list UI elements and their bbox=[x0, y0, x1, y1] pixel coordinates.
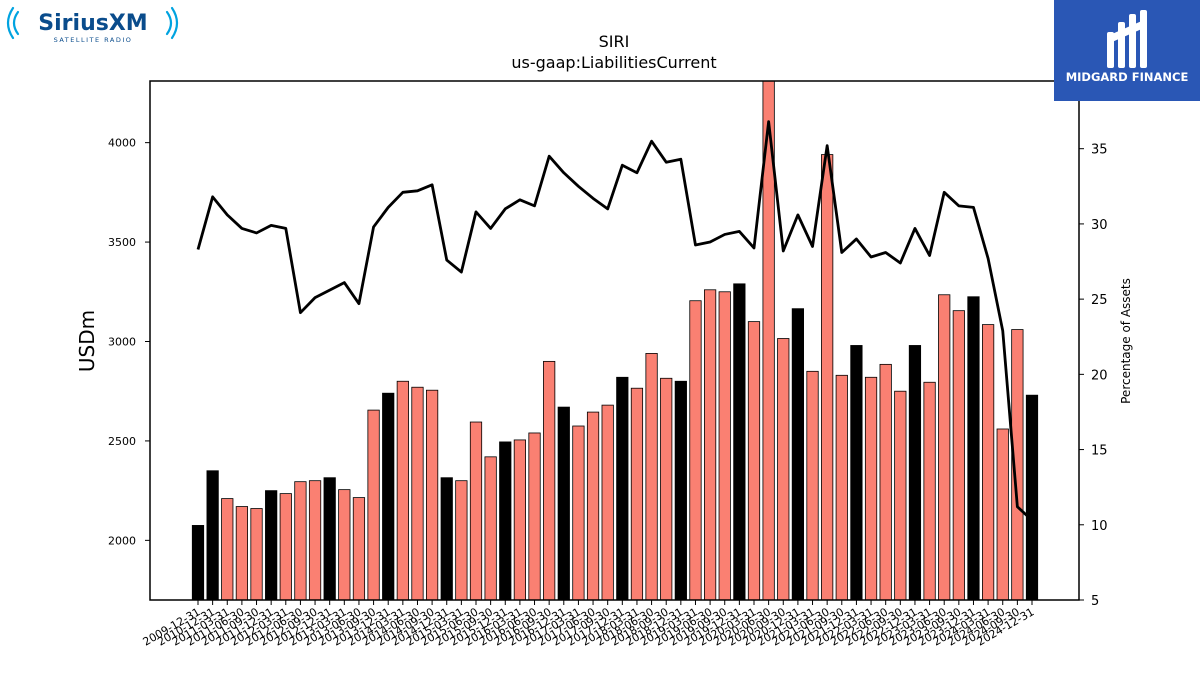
bar-2013-09-30 bbox=[367, 409, 380, 601]
bar-2020-03-31 bbox=[747, 321, 761, 601]
y-right-tick-label: 35 bbox=[1091, 143, 1108, 158]
y-tick-label: 2500 bbox=[108, 435, 136, 448]
bar-2014-03-31 bbox=[396, 380, 409, 601]
y-right-tick-label: 10 bbox=[1091, 519, 1108, 534]
y-right-tick-label: 30 bbox=[1091, 218, 1108, 233]
y-right-tick-label: 15 bbox=[1091, 444, 1108, 459]
line-layer bbox=[196, 120, 1033, 522]
bar-2012-03-31 bbox=[279, 493, 292, 601]
bar-2021-03-31 bbox=[806, 370, 819, 601]
bar-2021-06-30 bbox=[821, 154, 834, 601]
midgard-finance-logo: MIDGARD FINANCE bbox=[1054, 0, 1200, 101]
bar-2014-09-30 bbox=[425, 389, 439, 601]
bar-2012-06-30 bbox=[294, 481, 307, 601]
bar-2015-06-30 bbox=[469, 421, 483, 601]
bar-2012-12-31 bbox=[323, 477, 336, 601]
bar-2024-03-31 bbox=[982, 324, 995, 601]
y-right-tick-label: 20 bbox=[1091, 368, 1108, 383]
bar-2021-09-30 bbox=[835, 374, 848, 601]
siriusxm-logo-text: SiriusXM bbox=[38, 11, 147, 36]
bar-2017-12-31 bbox=[616, 376, 629, 601]
bar-2015-12-31 bbox=[499, 441, 512, 601]
y-tick-label: 3500 bbox=[108, 236, 136, 249]
bar-2017-06-30 bbox=[586, 411, 600, 601]
bar-2022-09-30 bbox=[894, 390, 907, 601]
bar-2022-12-31 bbox=[908, 345, 922, 601]
y-axis-left: 2000 2500 3000 3500 4000 bbox=[108, 137, 150, 547]
y-axis-right-label: Percentage of Assets bbox=[1119, 278, 1133, 404]
midgard-logo-text: MIDGARD FINANCE bbox=[1066, 70, 1189, 84]
chart-title: SIRI bbox=[599, 32, 630, 51]
bar-2010-12-31 bbox=[206, 470, 219, 601]
bar-2023-09-30 bbox=[952, 310, 965, 601]
bar-2016-06-30 bbox=[528, 432, 541, 601]
bar-2014-12-31 bbox=[440, 477, 453, 601]
y-tick-label: 4000 bbox=[108, 137, 136, 150]
bar-2016-09-30 bbox=[543, 360, 556, 601]
bar-2018-06-30 bbox=[645, 353, 658, 601]
x-axis: 2009-12-312010-12-312011-03-312011-06-30… bbox=[141, 600, 1037, 649]
bar-2011-06-30 bbox=[235, 506, 249, 601]
y-axis-right: 5 10 15 20 25 30 35 bbox=[1079, 143, 1108, 609]
plot-frame bbox=[149, 80, 1080, 601]
bar-2018-03-31 bbox=[630, 387, 644, 601]
bar-2019-03-31 bbox=[689, 300, 702, 601]
bar-2019-09-30 bbox=[718, 291, 731, 601]
bar-2022-06-30 bbox=[879, 363, 892, 601]
chart-subtitle: us-gaap:LiabilitiesCurrent bbox=[511, 53, 716, 72]
bar-2024-12-31 bbox=[1025, 394, 1039, 601]
bar-2011-03-31 bbox=[221, 498, 234, 601]
bar-2011-09-30 bbox=[250, 508, 263, 601]
bar-2018-09-30 bbox=[660, 377, 673, 601]
bar-2022-03-31 bbox=[864, 376, 878, 601]
bar-2013-06-30 bbox=[352, 497, 366, 601]
bar-2015-09-30 bbox=[484, 456, 497, 601]
bar-2023-03-31 bbox=[923, 381, 936, 601]
bar-2013-12-31 bbox=[382, 392, 395, 601]
bar-2011-12-31 bbox=[265, 490, 278, 601]
bar-2013-03-31 bbox=[338, 489, 351, 601]
y-axis-label: USDm bbox=[75, 310, 99, 372]
bar-2023-06-30 bbox=[938, 294, 951, 601]
y-tick-label: 2000 bbox=[108, 534, 136, 547]
bar-2015-03-31 bbox=[455, 480, 468, 601]
midgard-logo-icon: MIDGARD FINANCE bbox=[1066, 10, 1189, 84]
y-right-tick-label: 5 bbox=[1091, 594, 1099, 609]
siriusxm-logo: SiriusXM SATELLITE RADIO bbox=[6, 6, 179, 44]
y-right-tick-label: 25 bbox=[1091, 293, 1108, 308]
bar-2016-03-31 bbox=[513, 439, 527, 601]
bar-2019-06-30 bbox=[704, 289, 717, 601]
y-tick-label: 3000 bbox=[108, 335, 136, 348]
bar-2014-06-30 bbox=[411, 386, 424, 601]
bar-2017-03-31 bbox=[572, 425, 585, 601]
bar-2021-12-31 bbox=[850, 345, 863, 601]
bar-2024-06-30 bbox=[996, 428, 1009, 601]
bar-2016-12-31 bbox=[557, 406, 570, 601]
bar-2012-09-30 bbox=[308, 480, 322, 601]
bar-2009-12-31 bbox=[191, 525, 205, 601]
siriusxm-logo-subtext: SATELLITE RADIO bbox=[54, 36, 133, 44]
bar-2023-12-31 bbox=[967, 296, 980, 601]
percentage-line bbox=[196, 120, 1033, 522]
bar-2018-12-31 bbox=[674, 380, 687, 601]
bar-2020-09-30 bbox=[777, 338, 790, 601]
bars-layer bbox=[191, 80, 1039, 601]
bar-2017-09-30 bbox=[601, 404, 614, 601]
bar-2020-12-31 bbox=[791, 308, 805, 601]
bar-2019-12-31 bbox=[733, 283, 746, 601]
